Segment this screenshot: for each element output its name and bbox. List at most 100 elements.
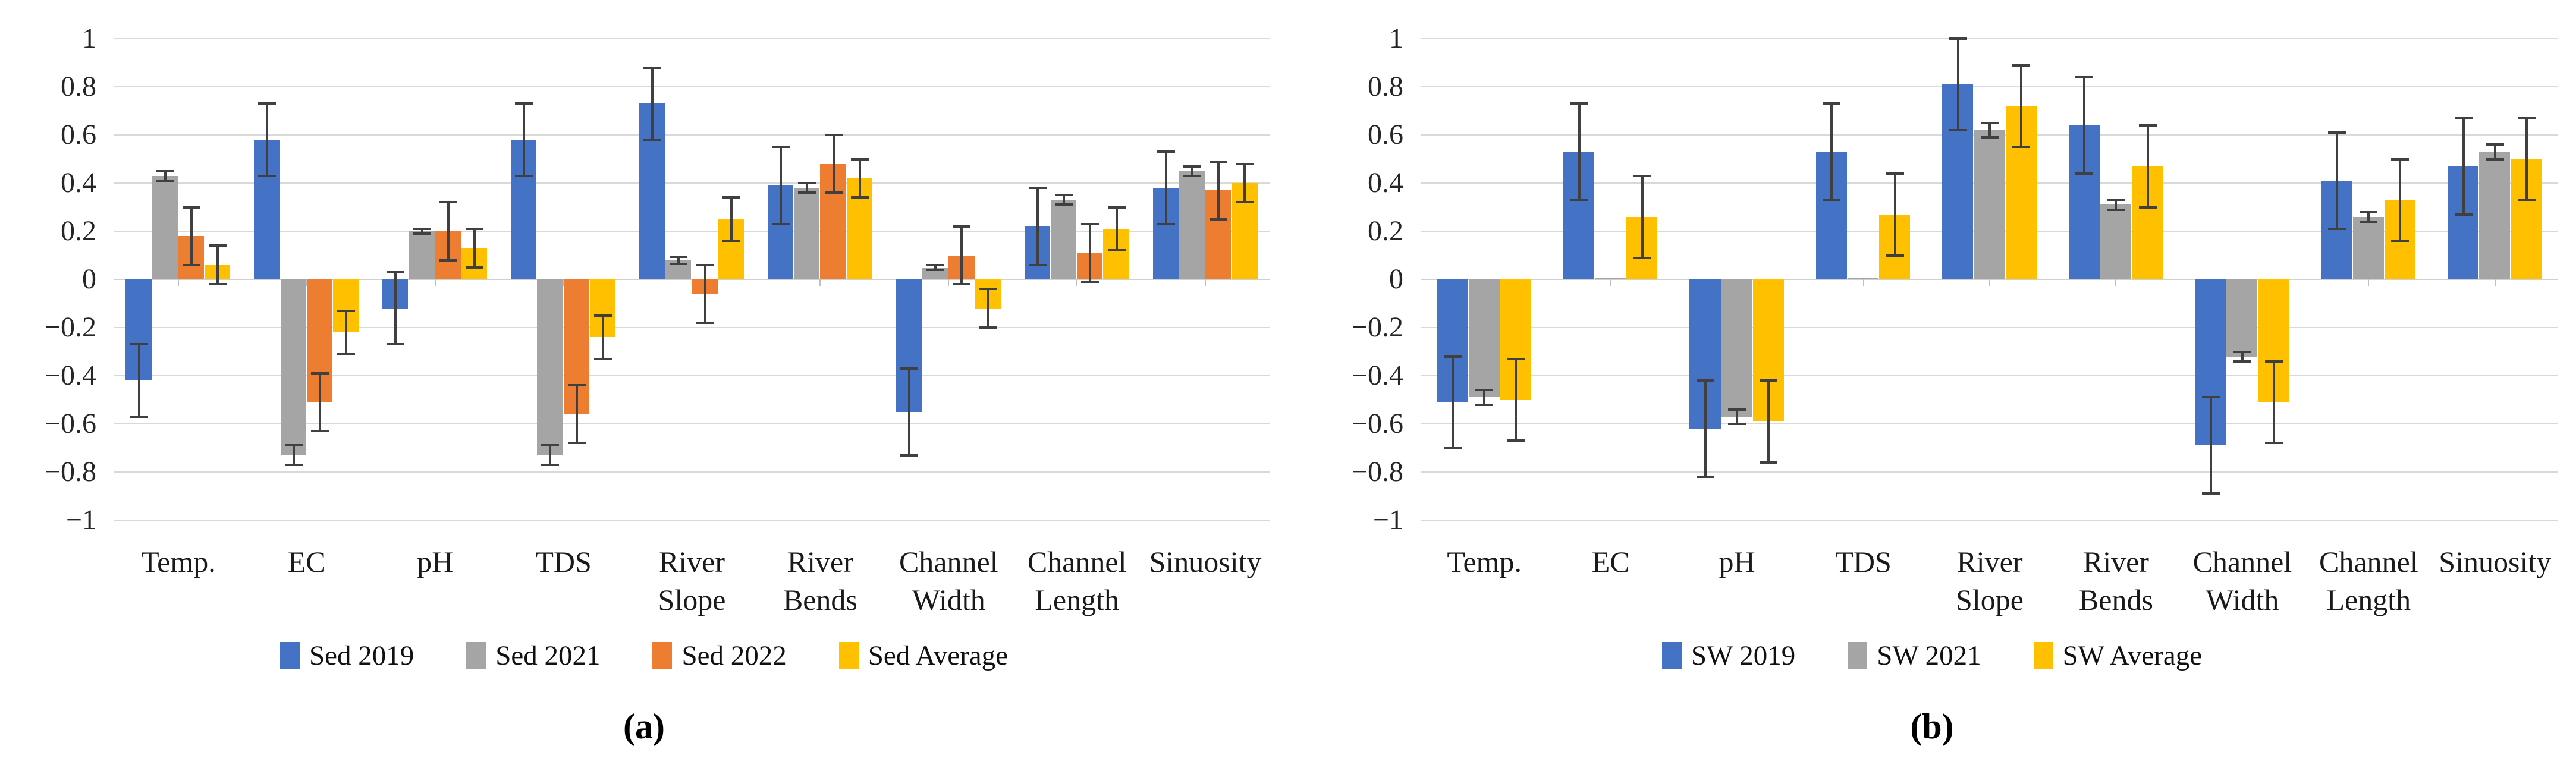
y-axis-tick-label: 0.2 bbox=[61, 215, 96, 247]
error-bar-cap bbox=[387, 270, 405, 273]
error-bar-cap bbox=[1210, 160, 1228, 163]
error-bar-line bbox=[1164, 152, 1167, 224]
error-bar-cap bbox=[722, 240, 740, 243]
y-axis-tick-label: −0.6 bbox=[1351, 408, 1403, 439]
gridline bbox=[1421, 86, 2558, 87]
gridline bbox=[1421, 471, 2558, 473]
error-bar-line bbox=[394, 272, 397, 345]
error-bar-cap bbox=[310, 430, 329, 433]
error-bar-line bbox=[1089, 224, 1092, 282]
error-bar-line bbox=[1483, 390, 1486, 405]
category-axis-tick bbox=[1862, 279, 1864, 286]
error-bar-cap bbox=[2012, 146, 2031, 149]
error-bar-line bbox=[1988, 122, 1991, 138]
legend-item: Sed 2021 bbox=[466, 640, 600, 672]
error-bar-cap bbox=[696, 263, 714, 266]
y-axis-b: 1 0.8 0.6 0.4 0.2 0 −0.2 −0.4 −0.6 −0.8 −1 bbox=[1288, 0, 1421, 565]
error-bar-cap bbox=[1183, 165, 1201, 168]
error-bar-cap bbox=[2391, 240, 2409, 243]
error-bar-cap bbox=[1055, 194, 1073, 197]
error-bar-line bbox=[651, 67, 654, 140]
error-bar-line bbox=[1452, 356, 1455, 448]
caption-a: (a) bbox=[623, 707, 665, 746]
caption-b: (b) bbox=[1910, 707, 1954, 746]
error-bar-line bbox=[1515, 358, 1518, 441]
x-axis-category-label: River Slope bbox=[1956, 545, 2024, 616]
error-bar-cap bbox=[1981, 136, 1999, 139]
x-axis-category-label: Channel Length bbox=[2319, 545, 2418, 616]
error-bar-cap bbox=[1949, 37, 1967, 40]
error-bar-cap bbox=[1157, 222, 1175, 225]
legend-swatch bbox=[1661, 642, 1682, 669]
category-axis-tick bbox=[948, 279, 950, 286]
x-axis-category-label: EC bbox=[287, 545, 326, 578]
error-bar-cap bbox=[209, 283, 227, 286]
category-axis-tick bbox=[2368, 279, 2370, 286]
error-bar-line bbox=[2336, 132, 2339, 229]
error-bar-cap bbox=[413, 227, 431, 230]
error-bar-cap bbox=[1633, 174, 1651, 177]
legend-label: Sed 2021 bbox=[495, 640, 601, 671]
error-bar-line bbox=[2525, 118, 2528, 200]
gridline bbox=[1421, 375, 2558, 376]
error-bar-cap bbox=[183, 206, 201, 209]
error-bar-cap bbox=[2265, 442, 2283, 445]
error-bar-cap bbox=[1157, 150, 1175, 153]
error-bar-line bbox=[2241, 351, 2244, 361]
legend-label: SW 2019 bbox=[1691, 640, 1796, 671]
error-bar-cap bbox=[2486, 158, 2504, 161]
bar-sw-2021 bbox=[1468, 279, 1500, 398]
category-axis-tick bbox=[819, 279, 821, 286]
x-axis-category-label: Sinuosity bbox=[1149, 545, 1262, 578]
gridline bbox=[114, 423, 1270, 424]
error-bar-cap bbox=[2233, 360, 2251, 363]
error-bar-cap bbox=[1728, 423, 1746, 425]
error-bar-cap bbox=[1570, 199, 1588, 202]
error-bar-line bbox=[2273, 361, 2275, 443]
error-bar-cap bbox=[670, 262, 688, 265]
error-bar-line bbox=[216, 246, 219, 285]
error-bar-cap bbox=[1823, 102, 1841, 105]
error-bar-cap bbox=[515, 102, 533, 105]
legend-label: Sed 2022 bbox=[681, 640, 787, 671]
gridline bbox=[114, 38, 1270, 39]
error-bar-cap bbox=[284, 444, 303, 447]
y-axis-tick-label: 1 bbox=[1389, 23, 1403, 54]
error-bar-cap bbox=[1633, 256, 1651, 259]
gridline bbox=[114, 182, 1270, 184]
error-bar-cap bbox=[1444, 446, 1462, 449]
legend-item: SW Average bbox=[2033, 640, 2203, 672]
error-bar-cap bbox=[439, 201, 457, 204]
error-bar-cap bbox=[337, 309, 356, 312]
error-bar-line bbox=[1115, 207, 1118, 251]
gridline bbox=[114, 327, 1270, 328]
error-bar-cap bbox=[979, 288, 997, 291]
legend-swatch bbox=[652, 642, 673, 669]
gridline bbox=[114, 471, 1270, 473]
error-bar-cap bbox=[1028, 187, 1047, 190]
error-bar-cap bbox=[2486, 143, 2504, 146]
error-bar-line bbox=[420, 228, 423, 234]
x-axis-category-label: River Slope bbox=[658, 545, 726, 616]
y-axis-tick-label: 0.2 bbox=[1368, 215, 1403, 247]
error-bar-cap bbox=[2075, 172, 2094, 175]
error-bar-cap bbox=[1081, 222, 1099, 225]
error-bar-cap bbox=[209, 244, 227, 247]
error-bar-cap bbox=[284, 463, 303, 466]
error-bar-line bbox=[1217, 161, 1220, 219]
legend-label: SW Average bbox=[2062, 640, 2203, 671]
error-bar-cap bbox=[2454, 117, 2473, 119]
error-bar-cap bbox=[1949, 128, 1967, 131]
error-bar-line bbox=[806, 183, 809, 193]
error-bar-cap bbox=[466, 227, 484, 230]
error-bar-line bbox=[2493, 144, 2496, 159]
error-bar-cap bbox=[310, 372, 329, 375]
legend-item: Sed Average bbox=[838, 640, 1008, 672]
error-bar-cap bbox=[2201, 396, 2220, 399]
error-bar-cap bbox=[2012, 64, 2031, 67]
chart-panel-b: 1 0.8 0.6 0.4 0.2 0 −0.2 −0.4 −0.6 −0.8 −1 Temp. EC… bbox=[1288, 0, 2576, 771]
error-bar-line bbox=[601, 315, 604, 359]
bar-sw-2021 bbox=[2100, 204, 2131, 279]
error-bar-line bbox=[1893, 173, 1896, 256]
error-bar-line bbox=[934, 265, 937, 270]
